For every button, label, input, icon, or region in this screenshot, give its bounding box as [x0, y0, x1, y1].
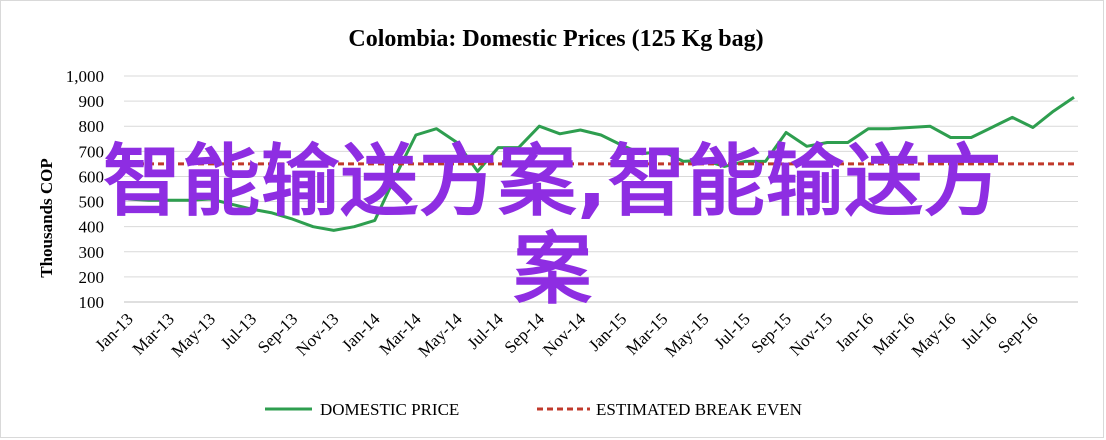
x-tick-label: Sep-16	[994, 309, 1041, 356]
y-axis-label: Thousands COP	[37, 158, 56, 278]
y-tick-label: 300	[79, 243, 105, 262]
legend-label-domestic-price: DOMESTIC PRICE	[320, 400, 459, 419]
y-tick-label: 500	[79, 193, 105, 212]
y-tick-label: 200	[79, 268, 105, 287]
y-tick-label: 400	[79, 218, 105, 237]
y-tick-label: 700	[79, 142, 105, 161]
x-tick-label: Nov-15	[786, 309, 836, 359]
chart-title: Colombia: Domestic Prices (125 Kg bag)	[348, 26, 763, 52]
x-tick-label: May-16	[908, 309, 959, 360]
y-tick-label: 800	[79, 117, 105, 136]
x-tick-label: Jan-16	[832, 309, 877, 354]
y-tick-label: 900	[79, 92, 105, 111]
x-tick-label: Sep-13	[254, 309, 301, 356]
y-tick-label: 100	[79, 293, 105, 312]
y-tick-label: 1,000	[66, 67, 104, 86]
x-tick-label: Nov-14	[539, 309, 590, 360]
x-tick-label: Sep-15	[747, 309, 794, 356]
y-tick-label: 600	[79, 167, 105, 186]
x-tick-label: May-15	[661, 309, 712, 360]
series-line-domestic-price	[127, 96, 1075, 232]
x-tick-label: Jan-13	[91, 309, 136, 354]
x-tick-label: Jul-13	[217, 309, 260, 352]
x-axis-ticks: Jan-13Mar-13May-13Jul-13Sep-13Nov-13Jan-…	[91, 309, 1041, 361]
x-tick-label: Jan-15	[585, 309, 630, 354]
x-tick-label: Nov-13	[292, 309, 342, 359]
y-axis-ticks: 100 200 300 400 500 600 700 800 900 1,000	[66, 67, 104, 312]
x-tick-label: Jul-16	[957, 309, 1000, 352]
x-tick-label: Jul-14	[464, 309, 508, 353]
x-tick-label: Jul-15	[710, 309, 753, 352]
grid	[124, 75, 1078, 303]
series-layer	[127, 96, 1075, 232]
legend-label-estimated-break-even: ESTIMATED BREAK EVEN	[596, 400, 802, 419]
legend: DOMESTIC PRICE ESTIMATED BREAK EVEN	[265, 400, 802, 419]
x-tick-label: May-13	[168, 309, 219, 360]
x-tick-label: May-14	[414, 309, 466, 361]
